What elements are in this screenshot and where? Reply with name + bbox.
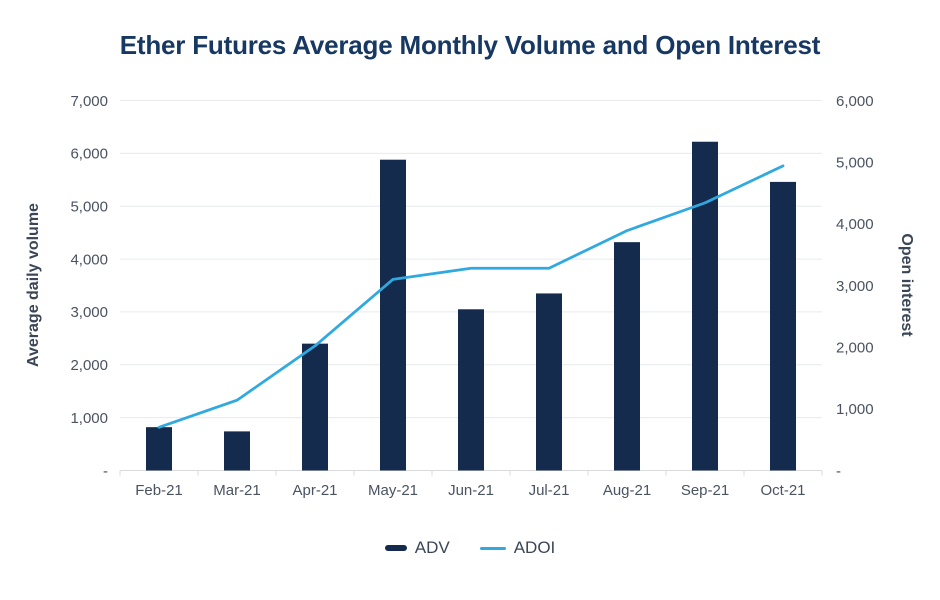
chart-title: Ether Futures Average Monthly Volume and… [119, 30, 821, 60]
right-axis-tick-label: 3,000 [836, 278, 874, 295]
adv-bar-may-21 [380, 159, 406, 471]
adv-bar-jul-21 [536, 293, 562, 471]
x-axis-label-jul-21: Jul-21 [529, 482, 570, 499]
adv-bar-aug-21 [614, 242, 640, 471]
legend-label-adv: ADV [414, 538, 450, 557]
right-axis-tick-label: - [836, 463, 841, 480]
x-axis-label-oct-21: Oct-21 [760, 482, 805, 499]
adoi-line-swatch-icon [479, 546, 506, 550]
adv-bars [146, 141, 796, 471]
x-axis-label-may-21: May-21 [368, 482, 418, 499]
legend-label-adoi: ADOI [513, 538, 556, 557]
x-axis-label-feb-21: Feb-21 [135, 482, 183, 499]
left-axis-tick-label: 4,000 [70, 251, 108, 268]
adv-bar-swatch-icon [384, 545, 407, 551]
left-axis-tick-label: 1,000 [70, 410, 108, 427]
left-axis-tick-label: 2,000 [70, 357, 108, 374]
left-axis-tick-label: 3,000 [70, 304, 108, 321]
adv-bar-jun-21 [458, 309, 484, 471]
x-axis-label-sep-21: Sep-21 [681, 482, 729, 499]
right-axis-tick-label: 6,000 [836, 93, 874, 110]
adv-bar-oct-21 [770, 181, 796, 471]
right-axis-tick-label: 2,000 [836, 339, 874, 356]
x-axis-label-mar-21: Mar-21 [213, 482, 261, 499]
legend-item-adoi: ADOI [479, 538, 556, 558]
x-axis-label-aug-21: Aug-21 [603, 482, 651, 499]
x-axis-labels: Feb-21 Mar-21 Apr-21 May-21 Jun-21 Jul-21 Aug-… [135, 482, 805, 499]
adv-bar-feb-21 [146, 427, 172, 471]
adv-bar-mar-21 [224, 431, 250, 471]
right-axis-tick-label: 5,000 [836, 154, 874, 171]
left-axis-tick-label: 6,000 [70, 146, 108, 163]
adv-bar-apr-21 [302, 343, 328, 471]
adoi-line [157, 164, 785, 429]
legend-item-adv: ADV [384, 538, 450, 558]
left-axis-tick-label: - [103, 463, 108, 480]
left-axis-tick-label: 7,000 [70, 93, 108, 110]
adv-bar-sep-21 [692, 141, 718, 471]
x-axis-ticks [119, 470, 823, 476]
legend: ADV ADOI [0, 538, 940, 558]
x-axis-label-apr-21: Apr-21 [292, 482, 337, 499]
right-axis-tick-label: 1,000 [836, 401, 874, 418]
left-axis-tick-label: 5,000 [70, 198, 108, 215]
right-axis-tick-labels: - 1,000 2,000 3,000 4,000 5,000 6,000 [836, 93, 874, 480]
x-axis-label-jun-21: Jun-21 [448, 482, 494, 499]
left-axis-tick-labels: - 1,000 2,000 3,000 4,000 5,000 6,000 7,000 [70, 93, 108, 480]
right-axis-tick-label: 4,000 [836, 216, 874, 233]
